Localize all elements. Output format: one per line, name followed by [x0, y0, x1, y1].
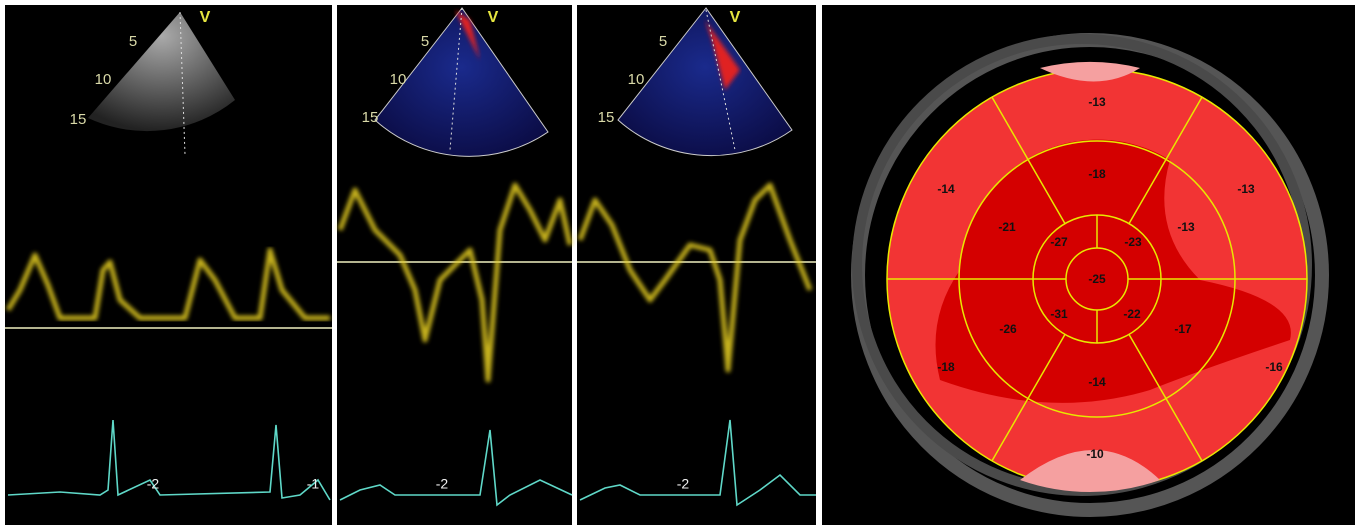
segment-value: -17 [1174, 322, 1192, 336]
depth-label: 10 [390, 71, 407, 88]
depth-label: 5 [421, 33, 429, 50]
segment-value: -14 [1088, 375, 1106, 389]
depth-label: 15 [362, 109, 379, 126]
depth-label: 10 [95, 71, 112, 88]
segment-value: -14 [937, 182, 955, 196]
ecg-label: -1 [307, 476, 320, 492]
depth-label: 10 [628, 71, 645, 88]
depth-label: 15 [598, 109, 615, 126]
segment-value: -13 [1237, 182, 1255, 196]
segment-value: -22 [1123, 307, 1141, 321]
segment-value: -23 [1124, 235, 1142, 249]
ecg-label: -2 [436, 476, 449, 492]
segment-value: -25 [1088, 272, 1106, 286]
view-label: V [730, 9, 741, 26]
ecg-label: -2 [147, 476, 160, 492]
view-label: V [200, 9, 211, 26]
segment-value: -13 [1088, 95, 1106, 109]
depth-label: 5 [129, 33, 137, 50]
view-label: V [488, 9, 499, 26]
segment-value: -18 [1088, 167, 1106, 181]
segment-value: -21 [998, 220, 1016, 234]
depth-label: 15 [70, 111, 87, 128]
segment-value: -18 [937, 360, 955, 374]
segment-value: -16 [1265, 360, 1283, 374]
segment-value: -13 [1177, 220, 1195, 234]
ecg-label: -2 [677, 476, 690, 492]
segment-value: -26 [999, 322, 1017, 336]
segment-value: -10 [1086, 447, 1104, 461]
segment-value: -31 [1050, 307, 1068, 321]
segment-value: -27 [1050, 235, 1068, 249]
depth-label: 5 [659, 33, 667, 50]
page: 51015V-2-151015V-251015V-2-25-27-23-22-3… [0, 0, 1360, 525]
